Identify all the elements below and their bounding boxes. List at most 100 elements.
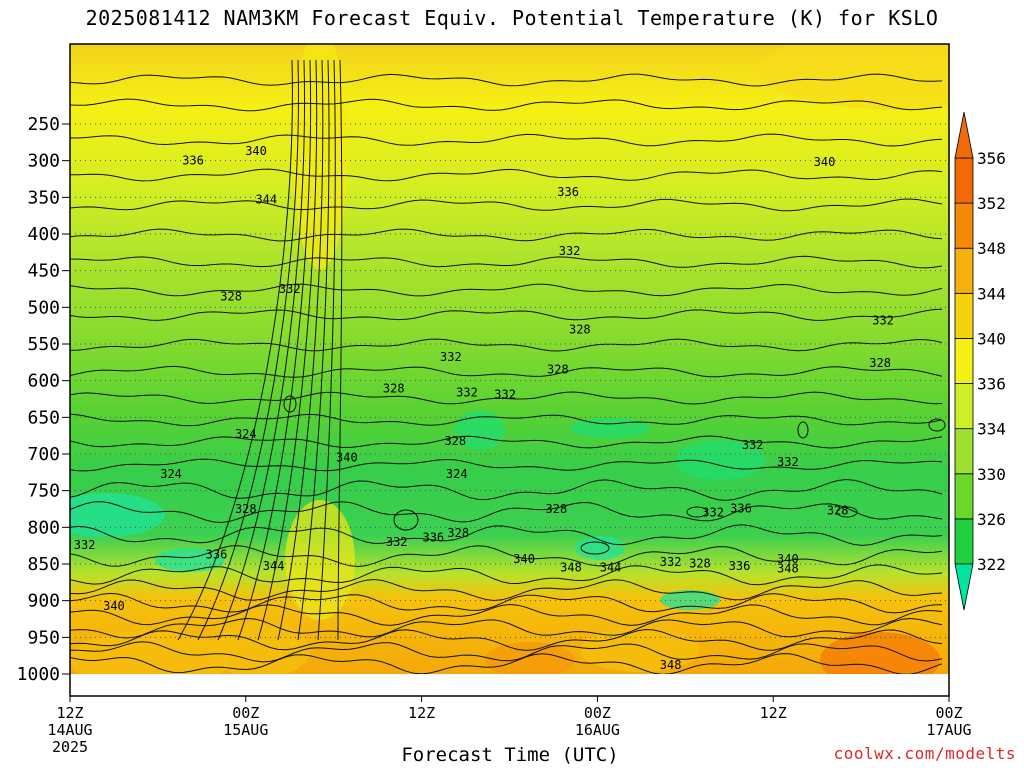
colorbar-segment-330 bbox=[954, 428, 974, 475]
contour-label-7: 328 bbox=[220, 289, 242, 303]
ytick-label-350: 350 bbox=[27, 187, 60, 208]
contour-line-0 bbox=[70, 73, 943, 87]
contour-label-37: 332 bbox=[660, 555, 682, 569]
contour-label-1: 336 bbox=[182, 154, 204, 168]
contour-line-7 bbox=[70, 283, 943, 297]
field-blob-10 bbox=[210, 622, 310, 674]
ytick-label-800: 800 bbox=[27, 517, 60, 538]
colorbar-label-336: 336 bbox=[977, 375, 1006, 394]
contour-line-9 bbox=[70, 338, 943, 352]
y-axis-ticks: 250 300 350 400 450 500 550 600 650 700 750 800 850 9… bbox=[17, 114, 70, 685]
colorbar-segment-352 bbox=[954, 157, 974, 204]
xtick-label-0-2: 2025 bbox=[52, 738, 88, 756]
contour-label-24: 328 bbox=[546, 502, 568, 516]
contour-label-4: 336 bbox=[557, 185, 579, 199]
field-blob-7 bbox=[570, 418, 650, 438]
contour-label-26: 336 bbox=[730, 501, 752, 515]
contour-line-25 bbox=[70, 641, 943, 663]
contour-label-0: 340 bbox=[245, 144, 267, 158]
colorbar-label-348: 348 bbox=[977, 239, 1006, 258]
contour-line-1 bbox=[70, 98, 943, 112]
contour-labels: 3403363443403363323323283323283283323283… bbox=[74, 144, 894, 672]
colorbar-label-352: 352 bbox=[977, 194, 1006, 213]
colorbar-segment-344 bbox=[954, 247, 974, 294]
contour-line-11 bbox=[70, 391, 943, 405]
contour-label-18: 340 bbox=[336, 451, 358, 465]
contour-cell-5 bbox=[797, 421, 809, 439]
field-blob-11 bbox=[485, 642, 575, 674]
ytick-label-550: 550 bbox=[27, 334, 60, 355]
xtick-label-36-1: 16AUG bbox=[575, 721, 620, 739]
field-background bbox=[70, 44, 949, 674]
contour-label-42: 340 bbox=[103, 599, 125, 613]
contour-label-31: 332 bbox=[74, 538, 96, 552]
contour-spike-4 bbox=[257, 59, 318, 641]
contour-label-17: 328 bbox=[444, 434, 466, 448]
contour-label-41: 348 bbox=[777, 561, 799, 575]
contour-label-32: 336 bbox=[206, 547, 228, 561]
colorbar-segment-348 bbox=[954, 202, 974, 249]
plot-border bbox=[69, 43, 950, 697]
xtick-label-12-0: 00Z bbox=[232, 704, 259, 722]
field-blob-3 bbox=[155, 548, 225, 572]
credit-text: coolwx.com/modelts bbox=[833, 744, 1016, 763]
contour-label-21: 332 bbox=[777, 455, 799, 469]
contour-spike-8 bbox=[337, 59, 343, 641]
ytick-label-450: 450 bbox=[27, 261, 60, 282]
contour-label-30: 332 bbox=[386, 535, 408, 549]
colorbar: 322 326 330 334 336 340 344 348 352 356 bbox=[954, 111, 1006, 611]
contour-line-2 bbox=[70, 133, 943, 147]
contour-spike-3 bbox=[237, 59, 312, 641]
contour-line-20 bbox=[70, 578, 943, 602]
contour-label-12: 328 bbox=[547, 363, 569, 377]
contour-spike-6 bbox=[297, 59, 330, 641]
contour-label-28: 328 bbox=[447, 526, 469, 540]
contour-label-6: 332 bbox=[279, 282, 301, 296]
contour-line-10 bbox=[70, 365, 943, 378]
x-axis-label: Forecast Time (UTC) bbox=[401, 744, 619, 766]
field-blob-9 bbox=[70, 630, 230, 674]
xtick-label-48-0: 12Z bbox=[760, 704, 787, 722]
xtick-label-60-1: 17AUG bbox=[926, 721, 971, 739]
field-blob-12 bbox=[820, 632, 940, 674]
contour-label-14: 332 bbox=[456, 385, 478, 399]
contour-cell-4 bbox=[283, 395, 297, 413]
field-blob-4 bbox=[575, 536, 625, 560]
field-blob-8 bbox=[675, 440, 765, 480]
ytick-label-850: 850 bbox=[27, 554, 60, 575]
contour-label-5: 332 bbox=[559, 244, 581, 258]
colorbar-segment-334 bbox=[954, 383, 974, 430]
field-blob-5 bbox=[660, 590, 720, 610]
contour-spike-7 bbox=[317, 59, 336, 641]
ytick-label-250: 250 bbox=[27, 114, 60, 135]
colorbar-segment-322 bbox=[954, 518, 974, 565]
contour-label-38: 328 bbox=[689, 556, 711, 570]
field-blob-2 bbox=[70, 493, 165, 537]
contour-label-23: 328 bbox=[235, 502, 257, 516]
contour-lines bbox=[70, 59, 946, 674]
contour-line-15 bbox=[70, 478, 943, 501]
contour-line-13 bbox=[70, 435, 943, 449]
contour-label-15: 332 bbox=[494, 388, 516, 402]
plot-area bbox=[70, 44, 949, 696]
contour-label-9: 328 bbox=[569, 322, 591, 336]
xtick-label-12-1: 15AUG bbox=[223, 721, 268, 739]
contour-line-22 bbox=[70, 603, 943, 626]
field-blob-14 bbox=[285, 500, 355, 620]
ground-strip bbox=[70, 674, 949, 696]
contour-label-36: 344 bbox=[600, 561, 622, 575]
ytick-label-300: 300 bbox=[27, 151, 60, 172]
contour-cell-6 bbox=[928, 418, 946, 432]
colorbar-label-340: 340 bbox=[977, 329, 1006, 348]
contour-label-29: 336 bbox=[422, 531, 444, 545]
contour-label-16: 324 bbox=[235, 427, 257, 441]
contour-label-2: 344 bbox=[255, 193, 277, 207]
ytick-label-700: 700 bbox=[27, 444, 60, 465]
colorbar-label-322: 322 bbox=[977, 555, 1006, 574]
contour-line-6 bbox=[70, 255, 943, 269]
colorbar-label-344: 344 bbox=[977, 284, 1006, 303]
contour-label-39: 336 bbox=[729, 559, 751, 573]
ytick-label-650: 650 bbox=[27, 407, 60, 428]
contour-spike-0 bbox=[177, 59, 293, 641]
